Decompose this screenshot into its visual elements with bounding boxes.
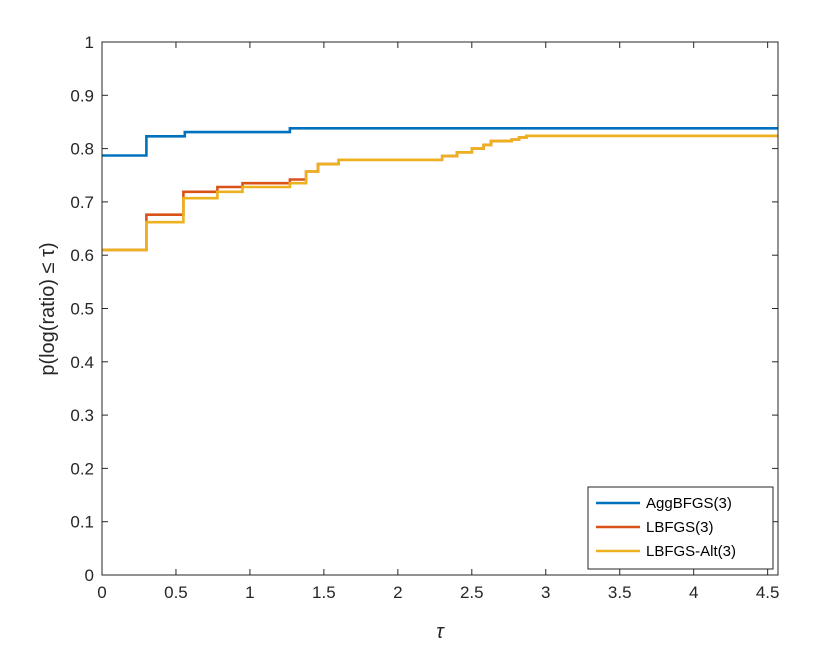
- y-axis-label: p(log(ratio) ≤ τ): [37, 242, 59, 375]
- legend-label-1: LBFGS(3): [646, 519, 714, 536]
- legend-label-2: LBFGS-Alt(3): [646, 543, 736, 560]
- y-tick-label: 1: [85, 33, 94, 52]
- y-tick-label: 0.9: [70, 86, 94, 105]
- series-line-0: [102, 127, 778, 157]
- y-tick-label: 0.7: [70, 193, 94, 212]
- y-tick-label: 0.3: [70, 406, 94, 425]
- series-line-2: [102, 134, 778, 252]
- x-tick-label: 4: [689, 583, 698, 602]
- y-tick-label: 0.1: [70, 513, 94, 532]
- y-tick-label: 0.2: [70, 459, 94, 478]
- x-tick-label: 4.5: [756, 583, 780, 602]
- x-tick-label: 2: [393, 583, 402, 602]
- y-tick-label: 0.5: [70, 300, 94, 319]
- x-axis-label: τ: [436, 621, 445, 643]
- y-tick-label: 0: [85, 566, 94, 585]
- x-tick-label: 0: [97, 583, 106, 602]
- x-tick-label: 3: [541, 583, 550, 602]
- x-tick-label: 2.5: [460, 583, 484, 602]
- y-tick-label: 0.6: [70, 246, 94, 265]
- x-tick-label: 3.5: [608, 583, 632, 602]
- x-tick-label: 1: [245, 583, 254, 602]
- legend-label-0: AggBFGS(3): [646, 495, 732, 512]
- y-tick-label: 0.4: [70, 353, 94, 372]
- x-tick-label: 1.5: [312, 583, 336, 602]
- x-tick-label: 0.5: [164, 583, 188, 602]
- y-tick-label: 0.8: [70, 140, 94, 159]
